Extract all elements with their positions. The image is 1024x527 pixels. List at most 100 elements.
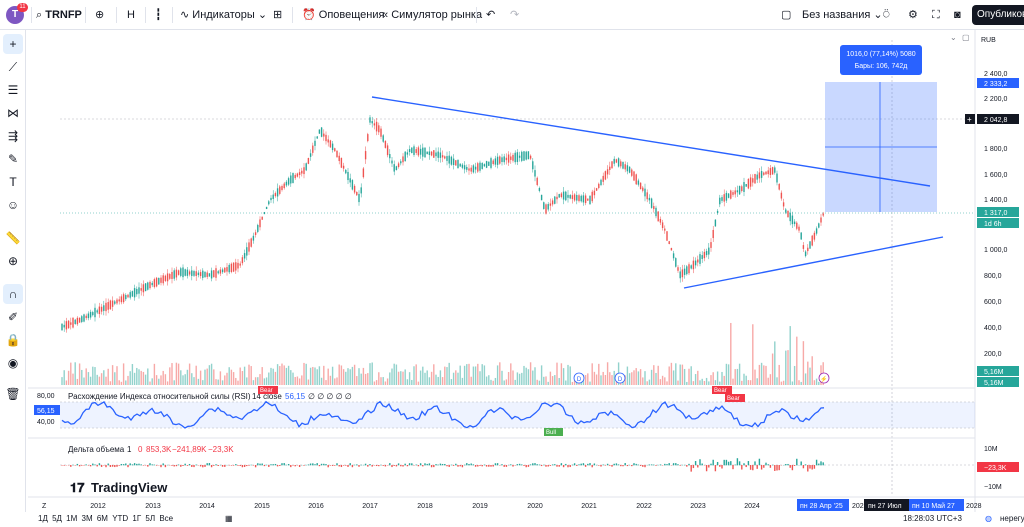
candle-body bbox=[327, 139, 329, 143]
pattern-icon[interactable]: ⋈ bbox=[7, 106, 19, 120]
volume-delta-bar bbox=[622, 465, 624, 467]
fib-icon[interactable]: ☰ bbox=[7, 83, 19, 97]
volume-delta-bar bbox=[789, 465, 791, 468]
emoji-icon[interactable]: ☺ bbox=[6, 198, 20, 212]
collapse-pane-icon[interactable]: ⌄ bbox=[950, 33, 957, 42]
candle-body bbox=[166, 273, 169, 282]
volume-bar bbox=[789, 326, 791, 385]
volume-bar bbox=[804, 373, 807, 385]
volume-bar bbox=[558, 377, 560, 385]
candle-body bbox=[391, 160, 393, 164]
ruler-icon[interactable]: 📏 bbox=[5, 231, 21, 245]
maximize-pane-icon[interactable]: ▢ bbox=[962, 33, 970, 42]
candle-body bbox=[138, 287, 140, 294]
volume-delta-bar bbox=[752, 465, 754, 471]
volume-bar bbox=[160, 375, 162, 385]
crosshair-icon[interactable]: + bbox=[3, 34, 23, 54]
volume-delta-bar bbox=[107, 463, 109, 466]
volume-delta-bar bbox=[375, 465, 378, 467]
zoom-icon[interactable]: ⊕ bbox=[7, 254, 19, 268]
volume-delta-bar bbox=[122, 464, 125, 466]
timezone-icon[interactable]: Z bbox=[42, 503, 47, 510]
volume-bar bbox=[452, 372, 455, 385]
magnet-icon[interactable]: ∩ bbox=[3, 284, 23, 304]
compare-symbol-button[interactable]: ⊕ bbox=[95, 8, 104, 22]
indicators-button[interactable]: ∿ Индикаторы ⌄ bbox=[180, 8, 267, 22]
text-icon[interactable]: T bbox=[9, 175, 17, 189]
volume-bar bbox=[571, 381, 574, 385]
gear-icon: ⚙ bbox=[908, 9, 918, 21]
trash-icon[interactable]: 🗑 bbox=[5, 387, 21, 401]
volume-bar bbox=[782, 380, 785, 385]
volume-delta-bar bbox=[538, 464, 541, 466]
publish-button[interactable]: Опубликов bbox=[972, 5, 1024, 25]
layout-square-button[interactable]: ▢ bbox=[781, 8, 791, 22]
chart-type-button[interactable]: ┇ bbox=[155, 8, 162, 22]
brush-icon[interactable]: ✎ bbox=[7, 152, 19, 166]
volume-delta-bar bbox=[692, 465, 695, 469]
plus-icon: + bbox=[967, 115, 972, 124]
fullscreen-button[interactable]: ⛶ bbox=[932, 8, 940, 22]
candle-body bbox=[243, 253, 246, 259]
candle-body bbox=[404, 151, 406, 162]
rsi-legend-title[interactable]: Расхождение Индекса относительной силы (… bbox=[68, 392, 251, 401]
date-range-buttons[interactable]: 1Д 5Д 1М 3М 6М YTD 1Г 5Л Все bbox=[38, 514, 174, 523]
dividend-marker[interactable] bbox=[614, 372, 626, 384]
volume-delta-bar bbox=[811, 465, 813, 470]
replay-button[interactable]: « Симулятор рынка bbox=[382, 8, 482, 22]
volume-delta-bar bbox=[591, 465, 593, 468]
rsi-current-label-bg bbox=[34, 405, 60, 415]
volume-bar bbox=[716, 371, 719, 385]
volume-bar bbox=[650, 369, 653, 385]
lock-icon[interactable]: 🔒 bbox=[5, 333, 21, 347]
eye-icon[interactable]: ◉ bbox=[7, 356, 19, 370]
snapshot-button[interactable]: ◙ bbox=[954, 8, 961, 22]
candle-body bbox=[675, 258, 677, 267]
clock-label[interactable]: 18:28:03 UTC+3 bbox=[903, 514, 962, 523]
support-trendline[interactable] bbox=[683, 236, 944, 289]
volume-bar bbox=[243, 366, 246, 385]
volume-delta-bar bbox=[483, 464, 486, 466]
volume-bar bbox=[815, 378, 818, 385]
candle-body bbox=[186, 269, 189, 276]
volume-delta-bar bbox=[237, 465, 239, 466]
chart-canvas[interactable]: 1016,0 (77,14%) 5080 Бары: 106, 742д D D… bbox=[27, 30, 1024, 527]
candle-body bbox=[83, 314, 85, 322]
volume-bar bbox=[661, 375, 664, 385]
session-label[interactable]: нерегул bbox=[1000, 514, 1024, 523]
earnings-marker[interactable] bbox=[818, 372, 830, 384]
candle-body bbox=[230, 263, 233, 272]
alerts-button[interactable]: ⏰ Оповещения bbox=[302, 8, 384, 22]
interval-button[interactable]: H bbox=[127, 9, 135, 21]
volume-delta-bar bbox=[230, 465, 233, 466]
settings-button[interactable]: ⚙ bbox=[908, 8, 918, 22]
dividend-marker[interactable] bbox=[573, 372, 585, 384]
volume-delta-bar bbox=[173, 465, 175, 467]
currency-label[interactable]: RUB bbox=[981, 37, 996, 44]
candle-body bbox=[191, 270, 193, 276]
candle-body bbox=[483, 164, 486, 167]
volume-delta-legend[interactable]: Дельта объема bbox=[68, 445, 125, 454]
resistance-trendline[interactable] bbox=[371, 96, 931, 187]
candles-icon: ┇ bbox=[155, 9, 162, 21]
redo-button[interactable]: ↷ bbox=[510, 8, 519, 22]
trendline-icon[interactable]: ⟋ bbox=[8, 60, 18, 74]
volume-delta-bar bbox=[712, 459, 714, 466]
quick-search-button[interactable]: ⍥ bbox=[883, 8, 890, 22]
volume-delta-bar bbox=[191, 465, 193, 467]
volume-delta-bar bbox=[276, 465, 279, 467]
measure-icon[interactable]: ⇶ bbox=[7, 129, 19, 143]
calendar-icon[interactable]: ▦ bbox=[225, 514, 233, 523]
undo-button[interactable]: ↶ bbox=[486, 8, 495, 22]
symbol-search-button[interactable]: ⌕ TRNFP bbox=[36, 8, 82, 22]
volume-bar bbox=[358, 368, 360, 385]
volume-bar bbox=[202, 380, 204, 385]
layout-name-button[interactable]: Без названия ⌄ bbox=[802, 8, 883, 22]
volume-bar bbox=[670, 362, 673, 385]
volume-delta-bar bbox=[556, 465, 558, 467]
globe-icon[interactable]: ◍ bbox=[985, 514, 992, 523]
candle-body bbox=[540, 194, 543, 201]
lock-draw-icon[interactable]: ✐ bbox=[7, 310, 19, 324]
layouts-button[interactable]: ⊞ bbox=[273, 8, 282, 22]
add-alert-plus-icon[interactable] bbox=[965, 114, 975, 124]
